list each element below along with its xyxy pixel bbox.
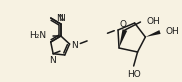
Text: N: N [72, 41, 78, 50]
Text: OH: OH [146, 16, 160, 26]
Text: OH: OH [166, 27, 180, 36]
Text: HO: HO [127, 70, 141, 79]
Text: O: O [120, 20, 127, 29]
Text: H₂N: H₂N [29, 31, 46, 41]
Text: N: N [57, 14, 63, 23]
Text: N: N [49, 56, 56, 65]
Text: N: N [58, 14, 65, 23]
Polygon shape [145, 30, 161, 37]
Polygon shape [119, 29, 127, 48]
